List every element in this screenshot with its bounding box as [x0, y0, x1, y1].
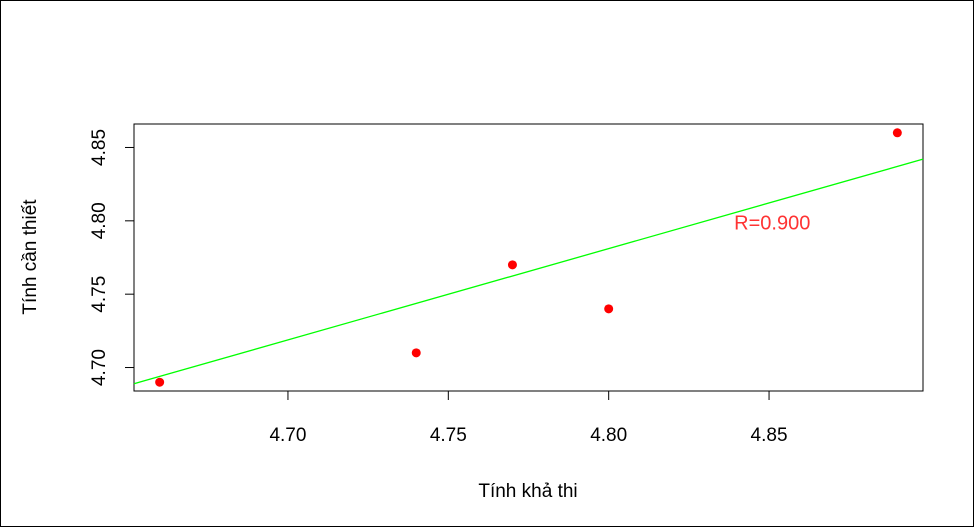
- y-tick-label: 4.75: [89, 276, 110, 313]
- data-point: [892, 128, 902, 138]
- x-tick-label: 4.85: [751, 425, 788, 446]
- data-point: [155, 377, 165, 387]
- x-tick-label: 4.80: [590, 425, 627, 446]
- trend-line: [133, 158, 924, 385]
- data-point: [507, 260, 517, 270]
- x-tick-label: 4.75: [430, 425, 467, 446]
- x-axis-label: Tính khả thi: [478, 481, 577, 502]
- y-tick-label: 4.70: [89, 349, 110, 386]
- y-axis-label: Tính cần thiết: [20, 199, 41, 315]
- x-axis: 4.70 4.75 4.80 4.85: [269, 390, 788, 446]
- r-annotation: R=0.900: [734, 212, 810, 234]
- y-tick-label: 4.85: [89, 129, 110, 166]
- y-axis: 4.70 4.75 4.80 4.85: [89, 129, 135, 386]
- data-point: [604, 304, 614, 314]
- y-tick-label: 4.80: [89, 202, 110, 239]
- data-point: [411, 348, 421, 358]
- x-tick-label: 4.70: [269, 425, 306, 446]
- series-layer: R=0.900: [133, 128, 924, 387]
